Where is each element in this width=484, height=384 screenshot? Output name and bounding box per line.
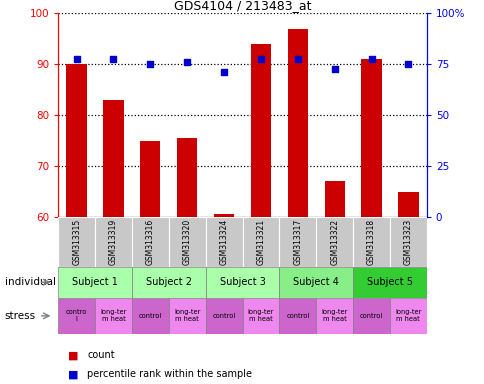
Text: count: count (87, 350, 115, 360)
Point (109, 56, 117, 62)
Text: Subject 3: Subject 3 (219, 277, 265, 287)
Text: long-ter
m heat: long-ter m heat (321, 310, 347, 322)
Text: control: control (286, 313, 309, 319)
Text: GSM313319: GSM313319 (109, 219, 118, 265)
Point (146, 61, 154, 67)
Point (330, 66, 338, 73)
Bar (352, 217, 389, 267)
Bar (287, 29, 307, 217)
Bar (95, 298, 132, 334)
Bar (140, 141, 160, 217)
Bar (66, 64, 87, 217)
Text: GSM313315: GSM313315 (72, 219, 81, 265)
Text: percentile rank within the sample: percentile rank within the sample (87, 369, 252, 379)
Bar (389, 298, 426, 334)
Point (257, 56, 264, 62)
Bar (103, 100, 123, 217)
Bar (242, 217, 279, 267)
Bar (279, 267, 352, 298)
Point (404, 61, 411, 67)
Bar (279, 217, 316, 267)
Text: control: control (359, 313, 382, 319)
Point (183, 59, 191, 65)
Point (367, 56, 375, 62)
Bar (58, 267, 132, 298)
Bar (205, 298, 242, 334)
Bar (205, 217, 242, 267)
Text: ■: ■ (68, 369, 78, 379)
Bar (168, 298, 205, 334)
Text: long-ter
m heat: long-ter m heat (247, 310, 273, 322)
Text: GSM313316: GSM313316 (146, 219, 154, 265)
Bar (95, 217, 132, 267)
Text: individual: individual (5, 277, 56, 287)
Text: long-ter
m heat: long-ter m heat (100, 310, 126, 322)
Bar (316, 217, 352, 267)
Text: GSM313320: GSM313320 (182, 219, 191, 265)
Bar (177, 138, 197, 217)
Point (220, 69, 227, 75)
Title: GDS4104 / 213483_at: GDS4104 / 213483_at (173, 0, 311, 12)
Text: GSM313322: GSM313322 (330, 219, 338, 265)
Bar (324, 181, 344, 217)
Text: stress: stress (5, 311, 36, 321)
Bar (316, 298, 352, 334)
Bar (132, 267, 205, 298)
Bar (58, 298, 95, 334)
Bar (361, 59, 381, 217)
Bar (389, 217, 426, 267)
Text: Subject 5: Subject 5 (366, 277, 412, 287)
Text: control: control (212, 313, 235, 319)
Text: GSM313324: GSM313324 (219, 219, 228, 265)
Bar (205, 267, 279, 298)
Text: long-ter
m heat: long-ter m heat (394, 310, 421, 322)
Text: GSM313318: GSM313318 (366, 219, 375, 265)
Bar (242, 298, 279, 334)
Bar (352, 267, 426, 298)
Bar (168, 217, 205, 267)
Text: long-ter
m heat: long-ter m heat (174, 310, 200, 322)
Text: contro
l: contro l (66, 310, 87, 322)
Bar (352, 298, 389, 334)
Text: GSM313321: GSM313321 (256, 219, 265, 265)
Bar (132, 298, 168, 334)
Bar (250, 44, 271, 217)
Text: control: control (138, 313, 162, 319)
Text: Subject 4: Subject 4 (293, 277, 338, 287)
Point (293, 56, 301, 62)
Text: Subject 1: Subject 1 (72, 277, 118, 287)
Text: ■: ■ (68, 350, 78, 360)
Bar (132, 217, 168, 267)
Bar (213, 214, 234, 217)
Bar (279, 298, 316, 334)
Point (73, 56, 80, 62)
Bar (397, 192, 418, 217)
Text: Subject 2: Subject 2 (146, 277, 191, 287)
Text: GSM313323: GSM313323 (403, 219, 412, 265)
Bar (58, 217, 95, 267)
Text: GSM313317: GSM313317 (293, 219, 302, 265)
